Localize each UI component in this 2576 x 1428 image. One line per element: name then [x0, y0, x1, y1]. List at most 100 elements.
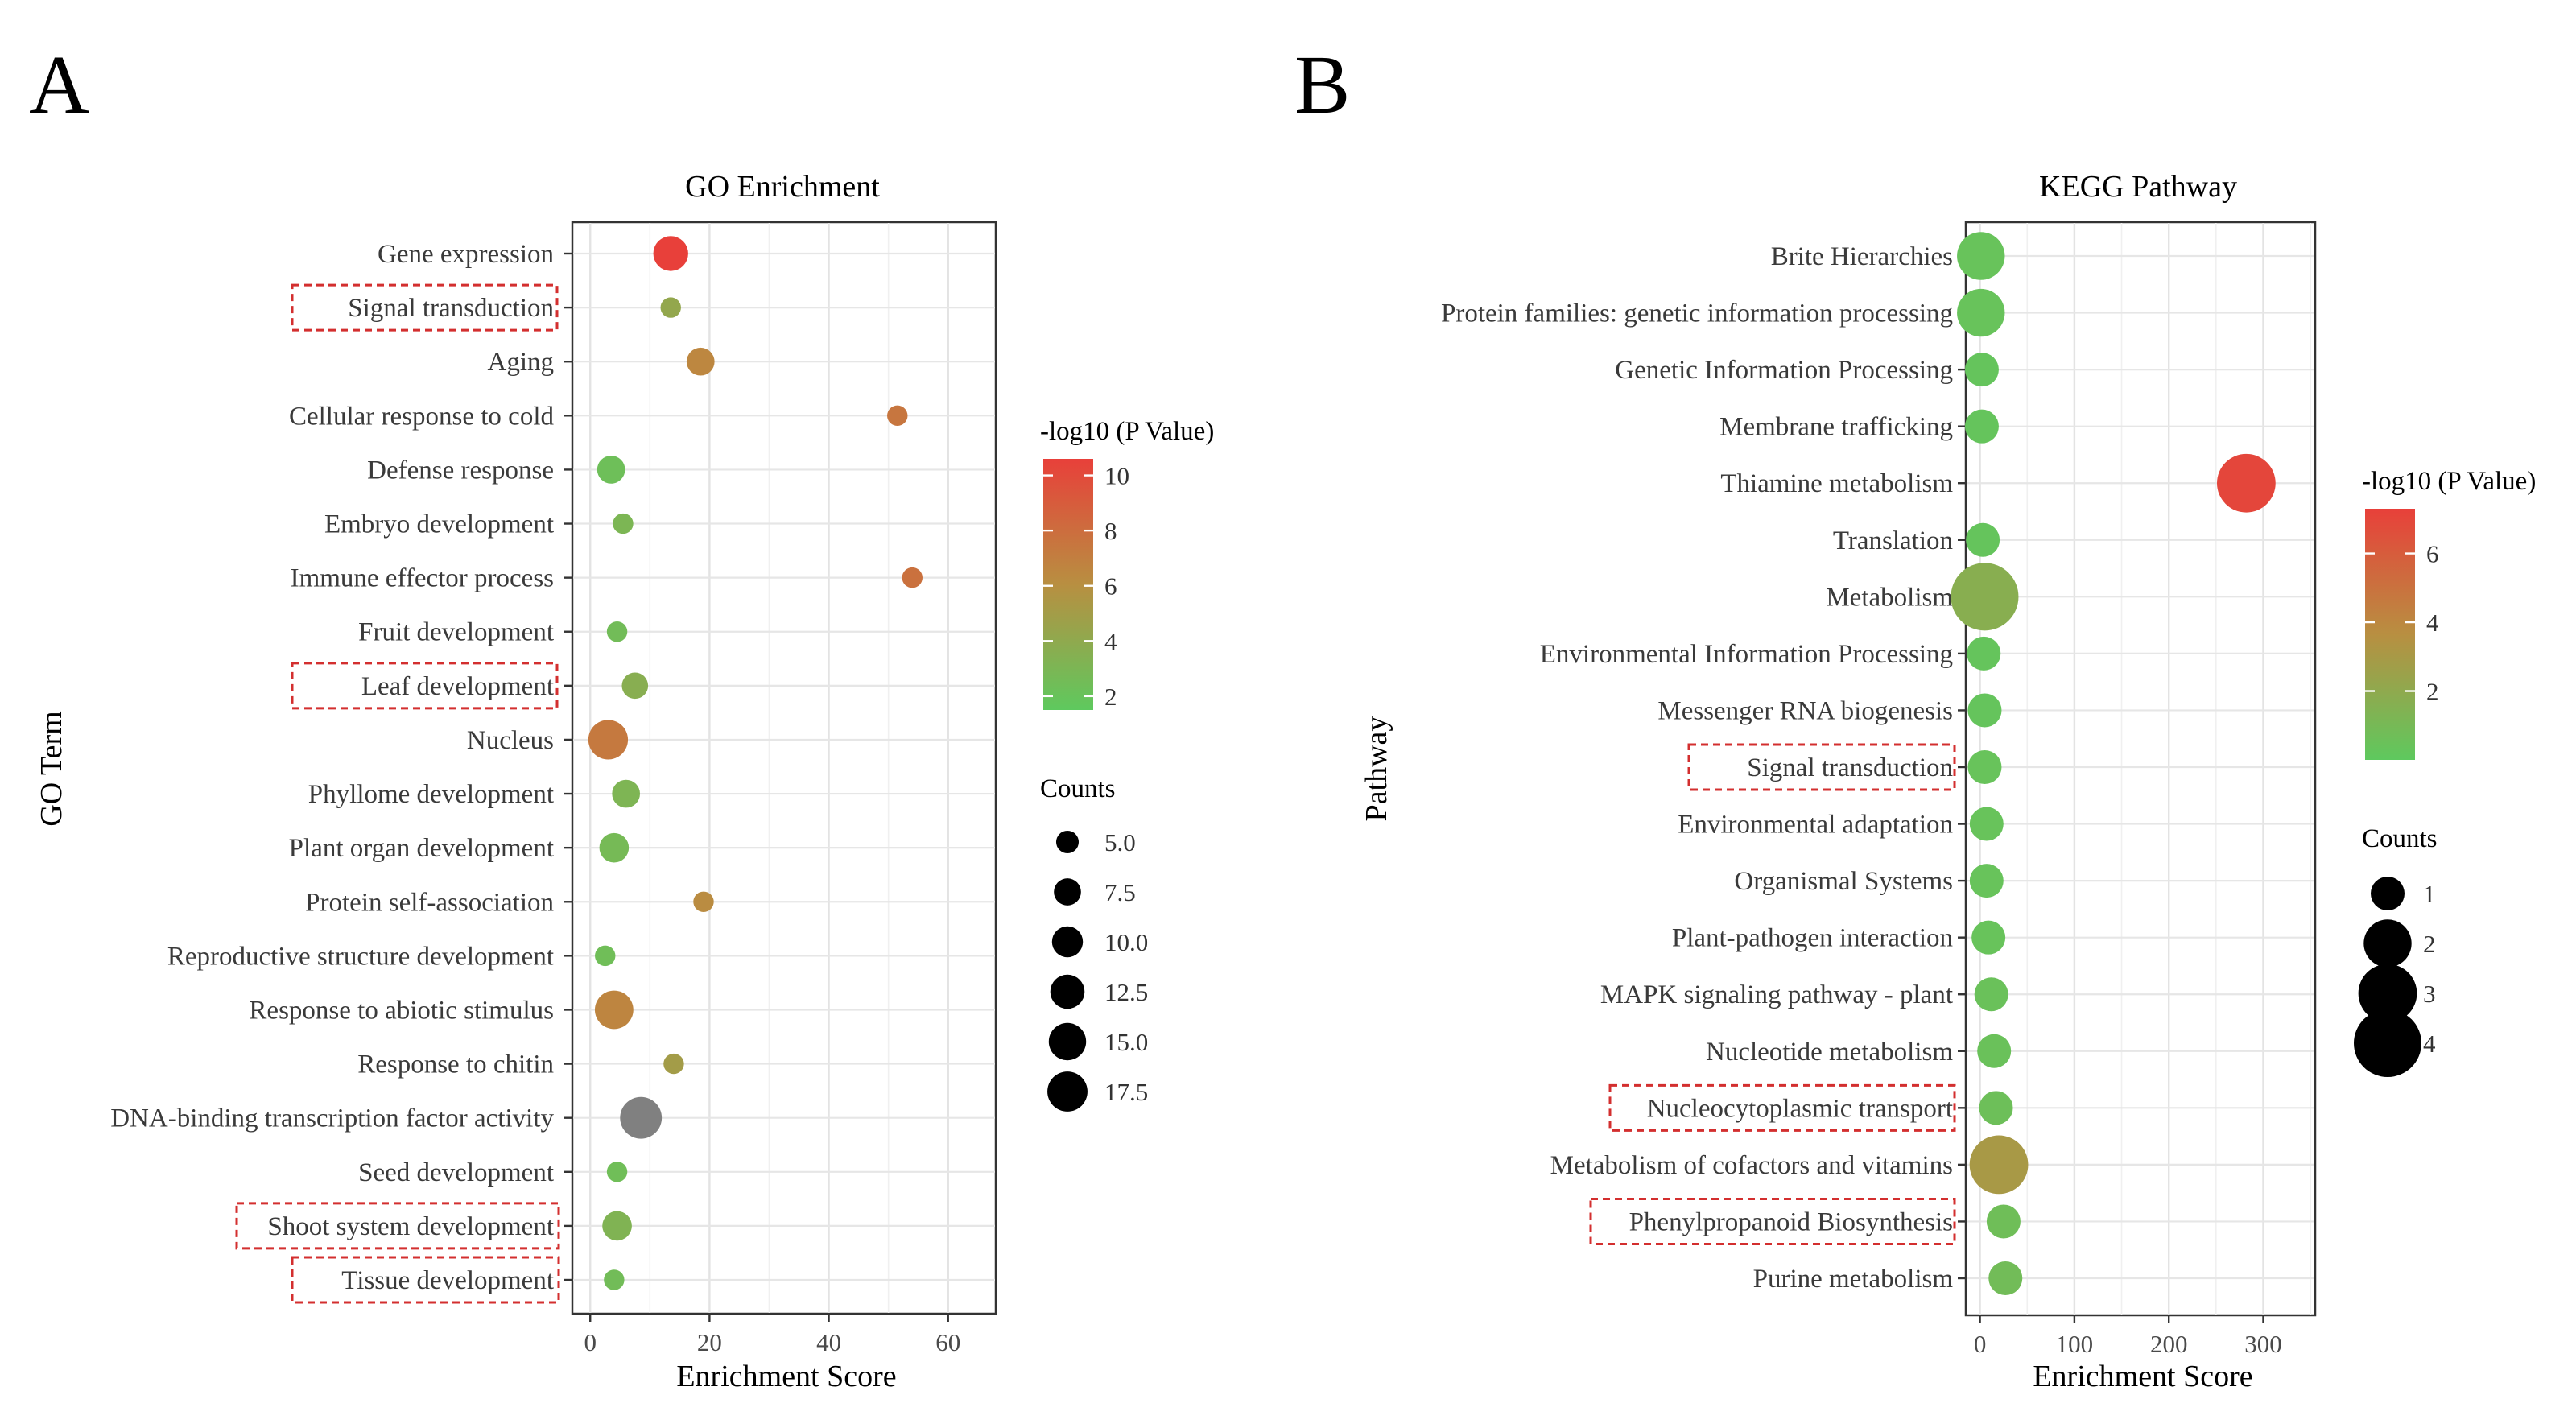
go-highlight-box-1 [291, 662, 559, 710]
kegg-category-label: Membrane trafficking [1719, 413, 1953, 442]
kegg-category-label: Brite Hierarchies [1771, 242, 1953, 271]
go-point [604, 1269, 625, 1290]
go-point [594, 990, 634, 1030]
kegg-size-legend-label: 2 [2423, 930, 2436, 958]
kegg-highlight-boxes [1589, 743, 1956, 1245]
go-point [595, 945, 616, 967]
go-color-legend-ticks: 2 4 6 8 10 [1043, 462, 1129, 711]
go-size-legend: 5.0 7.5 10.0 12.5 15.0 17.5 [1047, 828, 1148, 1112]
kegg-point [1969, 864, 2004, 898]
kegg-point [1977, 1034, 2012, 1068]
kegg-point [1966, 522, 2000, 557]
go-size-legend-dot [1054, 878, 1081, 906]
kegg-color-legend-title: -log10 (P Value) [2362, 467, 2536, 496]
kegg-size-legend: 1 2 3 4 [2354, 877, 2436, 1077]
kegg-axis-ticks: 0 100 200 300 [1974, 1315, 2282, 1358]
go-category-label: Seed development [358, 1158, 554, 1187]
go-y-axis-title: GO Term [35, 711, 68, 826]
kegg-highlight-box-1 [1608, 1083, 1956, 1132]
go-point [693, 891, 714, 912]
kegg-cbar-tick-label: 4 [2426, 609, 2439, 637]
go-size-legend-label: 12.5 [1104, 978, 1148, 1006]
go-cbar-tick-label: 2 [1104, 683, 1117, 711]
go-category-label: Shoot system development [267, 1212, 554, 1241]
panel-letter-a: A [29, 39, 89, 131]
go-point [612, 779, 641, 808]
go-point [887, 405, 908, 427]
kegg-point [1969, 807, 2004, 841]
kegg-plot-panel [1964, 221, 2317, 1317]
go-category-label: Response to abiotic stimulus [249, 996, 554, 1025]
go-enrichment-chart: GO Enrichment 0 20 40 60 Gene expression Sig… [35, 170, 1214, 1393]
go-category-label: Reproductive structure development [167, 942, 554, 971]
kegg-point [1957, 288, 2005, 337]
kegg-cbar-tick-label: 2 [2426, 678, 2439, 706]
go-point [602, 1211, 632, 1241]
kegg-pathway-chart: KEGG Pathway 0 100 200 300 Brite Hierarchie… [1360, 170, 2536, 1393]
kegg-category-label: Metabolism of cofactors and vitamins [1550, 1151, 1953, 1180]
go-color-bar [1043, 459, 1093, 710]
kegg-size-legend-title: Counts [2362, 824, 2438, 853]
kegg-category-label: Plant-pathogen interaction [1672, 924, 1953, 953]
kegg-point [1974, 977, 2008, 1012]
go-size-legend-label: 15.0 [1104, 1028, 1148, 1056]
go-size-legend-label: 10.0 [1104, 928, 1148, 956]
kegg-size-legend-dot [2371, 877, 2405, 910]
go-point [597, 456, 625, 484]
kegg-category-label: Metabolism [1826, 583, 1953, 612]
go-category-labels: Gene expression Signal transduction Aging C… [110, 240, 572, 1295]
kegg-size-legend-dot [2354, 1009, 2421, 1077]
kegg-category-label: Genetic Information Processing [1615, 356, 1953, 385]
kegg-category-label: Phenylpropanoid Biosynthesis [1629, 1207, 1953, 1236]
go-point [663, 1053, 684, 1075]
kegg-x-tick-label: 100 [2056, 1330, 2094, 1358]
go-size-legend-title: Counts [1040, 774, 1116, 803]
go-point [620, 1096, 663, 1139]
go-category-label: Aging [488, 348, 555, 377]
kegg-x-axis-title: Enrichment Score [2033, 1360, 2252, 1393]
go-point [599, 832, 630, 863]
go-point [686, 347, 715, 376]
go-gridlines [573, 223, 995, 1313]
kegg-size-legend-dot [2358, 964, 2417, 1023]
go-category-label: DNA-binding transcription factor activit… [110, 1104, 554, 1133]
go-category-label: Protein self-association [305, 888, 554, 917]
kegg-x-tick-label: 300 [2244, 1330, 2282, 1358]
kegg-category-label: Organismal Systems [1734, 867, 1953, 896]
go-color-legend-title: -log10 (P Value) [1040, 417, 1214, 446]
go-size-legend-dot [1047, 1071, 1088, 1112]
kegg-x-tick-label: 200 [2150, 1330, 2188, 1358]
kegg-point [1967, 636, 2001, 671]
kegg-category-label: MAPK signaling pathway - plant [1600, 980, 1953, 1009]
kegg-size-legend-label: 3 [2423, 980, 2436, 1008]
kegg-point [1988, 1261, 2023, 1295]
go-point [606, 621, 628, 642]
go-size-legend-dot [1055, 830, 1080, 854]
kegg-category-label: Thiamine metabolism [1720, 469, 1953, 498]
go-category-label: Plant organ development [289, 834, 554, 863]
kegg-category-label: Nucleotide metabolism [1706, 1038, 1953, 1067]
go-category-label: Signal transduction [348, 294, 554, 323]
go-point [902, 567, 923, 588]
kegg-point [1967, 750, 2002, 784]
go-category-label: Phyllome development [308, 780, 554, 809]
kegg-point [1967, 693, 2002, 728]
go-category-label: Response to chitin [357, 1050, 554, 1079]
kegg-point [1957, 232, 2005, 280]
go-chart-title: GO Enrichment [685, 170, 880, 204]
kegg-category-label: Nucleocytoplasmic transport [1647, 1094, 1953, 1123]
kegg-points [1951, 232, 2276, 1295]
kegg-cbar-tick-label: 6 [2426, 540, 2439, 568]
go-highlight-boxes [235, 283, 560, 1304]
kegg-category-labels: Brite Hierarchies Protein families: genet… [1441, 242, 1966, 1294]
panel-letter-b: B [1294, 39, 1350, 131]
go-highlight-box-0 [291, 283, 559, 332]
kegg-category-label: Signal transduction [1747, 753, 1953, 782]
kegg-x-tick-label: 0 [1974, 1330, 1987, 1358]
kegg-size-legend-dot [2363, 919, 2412, 968]
go-cbar-tick-label: 6 [1104, 572, 1117, 601]
go-cbar-tick-label: 10 [1104, 462, 1129, 490]
go-point [613, 513, 634, 534]
kegg-point [1964, 409, 1999, 444]
